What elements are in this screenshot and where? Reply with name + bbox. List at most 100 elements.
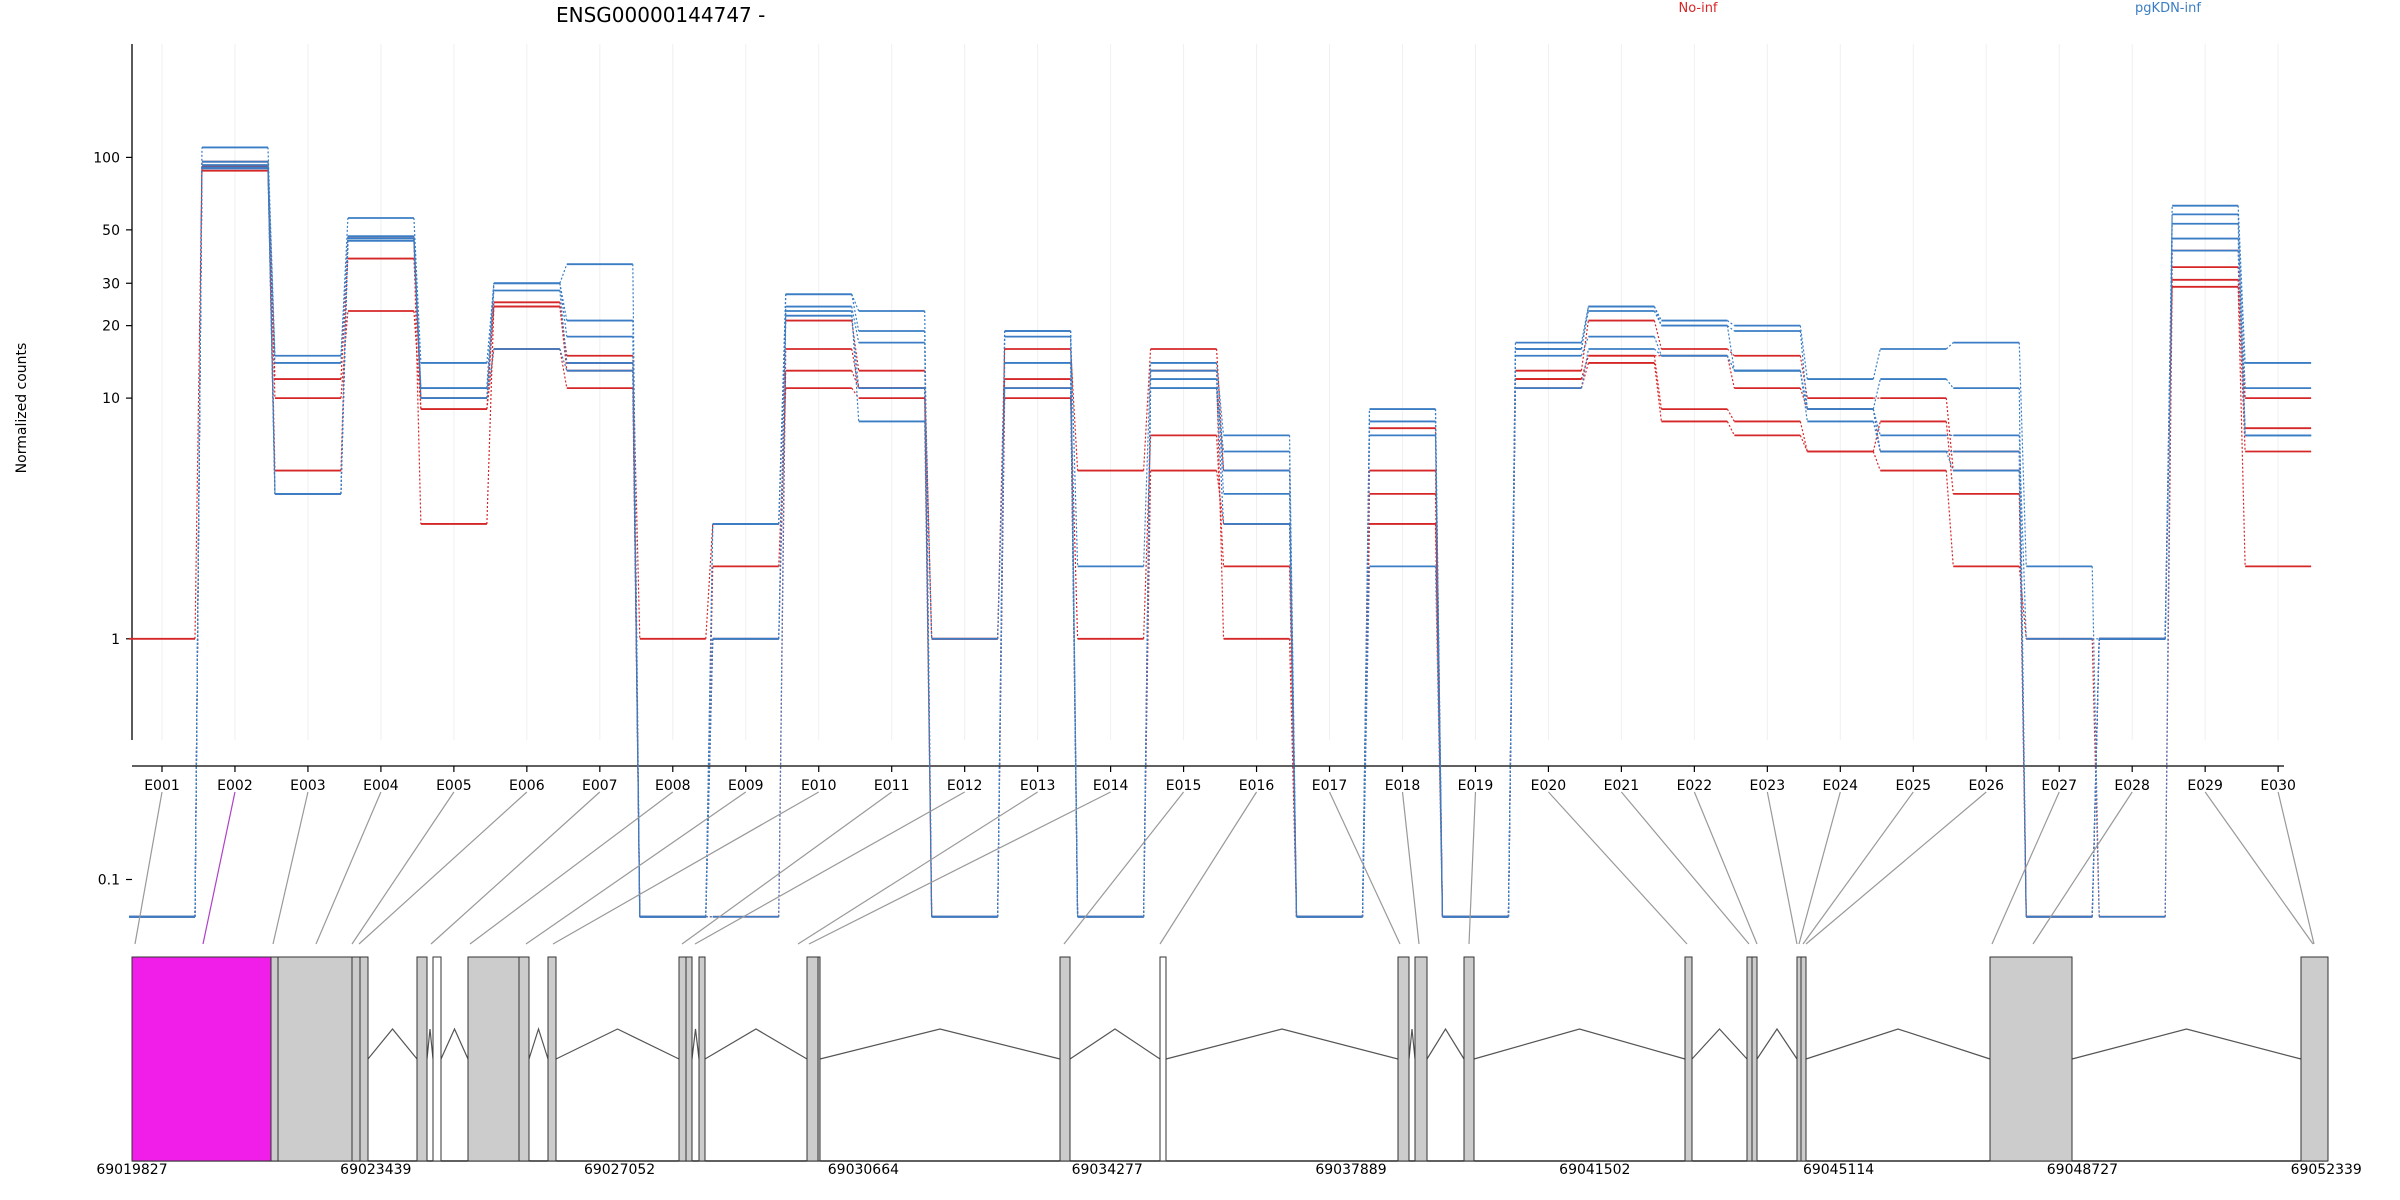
- transition-segment: [1872, 451, 1881, 471]
- transition-segment: [1726, 355, 1735, 371]
- transition-segment: [1726, 408, 1735, 422]
- transition-segment: [705, 566, 714, 917]
- x-tick-label: E026: [1968, 778, 2004, 794]
- intron-line: [1069, 1028, 1161, 1060]
- transition-segment: [1580, 310, 1589, 350]
- intron-line: [426, 1028, 434, 1060]
- exon-block: [1796, 956, 1802, 1162]
- transition-segment: [413, 238, 422, 524]
- genomic-coordinate-label: 69030664: [828, 1162, 899, 1178]
- transition-segment: [486, 306, 495, 524]
- transition-segment: [2018, 435, 2027, 639]
- exon-block: [1800, 956, 1807, 1162]
- legend-no-inf: No-inf: [1678, 1, 1717, 16]
- genomic-coordinate-label: 69027052: [584, 1162, 655, 1178]
- exon-connector-line: [1802, 791, 1914, 945]
- transition-segment: [1945, 470, 1954, 567]
- transition-segment: [486, 348, 495, 399]
- series-pgkdn-inf: [129, 164, 2312, 918]
- exon-block: [685, 956, 693, 1162]
- transition-segment: [1945, 451, 1954, 471]
- transition-segment: [2018, 566, 2027, 639]
- highlighted-exon-block: [131, 956, 272, 1162]
- transition-segment: [1799, 421, 1808, 452]
- exon-block: [817, 956, 821, 1162]
- genomic-coordinate-label: 69019827: [96, 1162, 167, 1178]
- x-tick-label: E014: [1093, 778, 1129, 794]
- transition-segment: [413, 238, 422, 389]
- transition-segment: [1143, 435, 1152, 639]
- exon-block: [547, 956, 557, 1162]
- transition-segment: [997, 388, 1006, 639]
- genomic-coordinate-label: 69034277: [1072, 1162, 1143, 1178]
- transition-segment: [1215, 370, 1225, 639]
- transition-segment: [194, 166, 203, 639]
- x-tick-label: E003: [290, 778, 326, 794]
- transition-segment: [1653, 320, 1662, 350]
- x-tick-label: E019: [1458, 778, 1494, 794]
- genomic-coordinate-label: 69048727: [2047, 1162, 2118, 1178]
- transition-segment: [1580, 336, 1589, 356]
- exon-block: [277, 956, 353, 1162]
- intron-lines: [367, 1027, 2302, 1060]
- transition-segment: [1945, 398, 1954, 471]
- x-tick-label: E011: [874, 778, 910, 794]
- x-tick-label: E021: [1604, 778, 1640, 794]
- transition-segment: [1215, 370, 1225, 494]
- exon-connector-line: [1328, 791, 1401, 945]
- transition-segment: [1215, 348, 1225, 471]
- y-tick-label: 100: [93, 150, 120, 166]
- x-tick-label: E027: [2041, 778, 2077, 794]
- series-no-inf: [129, 169, 2312, 918]
- exon-block: [351, 956, 361, 1162]
- transition-segment: [486, 290, 495, 399]
- x-tick-label: E016: [1239, 778, 1275, 794]
- x-tick-label: E012: [947, 778, 983, 794]
- exon-connector-line: [525, 791, 747, 945]
- exon-block: [1684, 956, 1693, 1162]
- exon-connector-line: [808, 791, 1111, 945]
- y-tick-label: 10: [102, 391, 120, 407]
- exon-block: [698, 956, 706, 1162]
- exon-connector-line: [797, 791, 1038, 945]
- chart-title: ENSG00000144747 -: [556, 3, 765, 27]
- transition-segment: [1799, 355, 1808, 399]
- transition-segment: [1653, 336, 1662, 356]
- transition-segment: [2164, 205, 2173, 917]
- transition-segment: [1799, 435, 1808, 452]
- series-no-inf: [129, 160, 2312, 918]
- series-pgkdn-inf: [129, 160, 2312, 918]
- intron-line: [1805, 1028, 1991, 1060]
- transition-segment: [1361, 493, 1371, 917]
- transition-segment: [2018, 342, 2027, 567]
- exon-connector-line: [351, 791, 455, 945]
- transition-segment: [632, 370, 641, 917]
- transition-segment: [851, 370, 860, 389]
- exon-connector-line: [134, 791, 163, 945]
- transition-segment: [1653, 362, 1662, 422]
- transition-segment: [1726, 421, 1735, 436]
- x-tick-label: E009: [728, 778, 764, 794]
- exon-connector-line: [1991, 791, 2060, 945]
- transition-segment: [1799, 370, 1808, 422]
- transition-segment: [413, 236, 422, 399]
- exon-block: [1463, 956, 1475, 1162]
- exon-block: [1751, 956, 1758, 1162]
- transition-segment: [559, 290, 568, 363]
- transition-segment: [1215, 378, 1225, 471]
- intron-line: [528, 1027, 549, 1060]
- transition-segment: [1215, 388, 1225, 452]
- transition-segment: [267, 161, 276, 363]
- intron-line: [440, 1027, 469, 1060]
- x-tick-label: E004: [363, 778, 399, 794]
- x-tick-label: E001: [144, 778, 180, 794]
- transition-segment: [194, 168, 203, 917]
- intron-line: [367, 1028, 418, 1060]
- exon-block: [1397, 956, 1410, 1162]
- vertical-grid: [161, 44, 2279, 740]
- intron-line: [1426, 1027, 1465, 1060]
- transition-segment: [1215, 388, 1225, 524]
- exon-block: [678, 956, 687, 1162]
- exon-block: [270, 956, 279, 1162]
- y-tick-label: 0.1: [98, 873, 120, 889]
